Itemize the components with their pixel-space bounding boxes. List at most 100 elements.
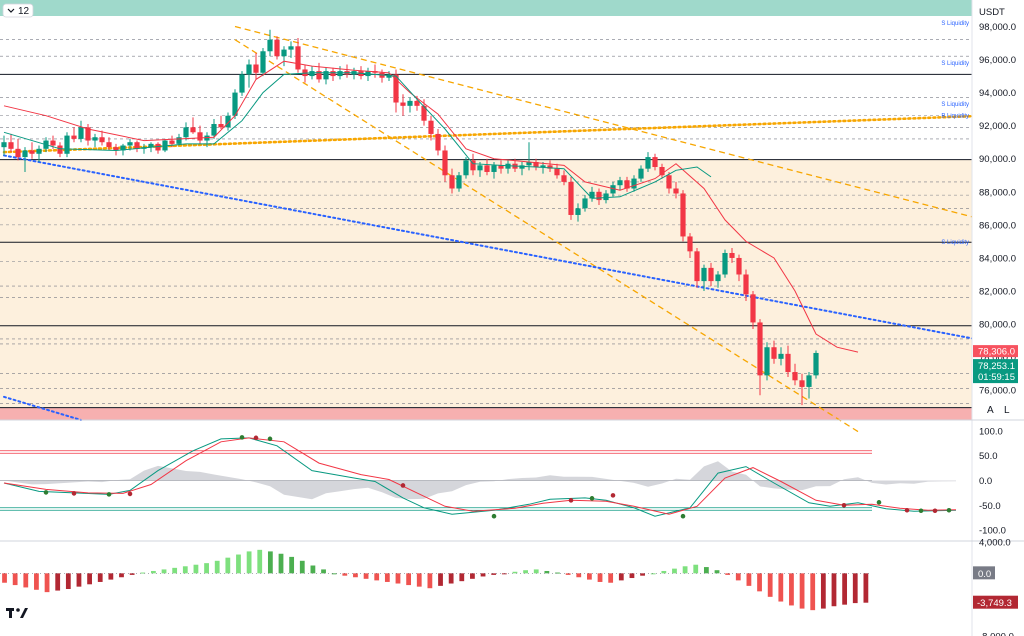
blue-dotted-trend-1 <box>3 395 82 421</box>
candle-body <box>386 74 392 78</box>
candle-body <box>750 294 756 323</box>
histogram-bar-5 <box>55 573 61 591</box>
histogram-last-tag <box>973 595 1018 609</box>
candle-body <box>659 167 665 176</box>
candle-body <box>120 145 126 151</box>
candle-body <box>631 178 637 189</box>
dashed-levels <box>0 39 972 404</box>
candle-78 <box>547 160 553 172</box>
price-tick-label: 88,000.0 <box>979 187 1016 198</box>
candle-3 <box>22 147 28 172</box>
price-pane[interactable]: S Liquidity S Liquidity S Liquidity B Liqui… <box>0 0 986 433</box>
cross-dot-10 <box>589 496 595 501</box>
candle-37 <box>260 47 266 77</box>
candle-body <box>582 198 588 209</box>
candle-12 <box>85 124 91 146</box>
candle-body <box>1 142 7 148</box>
price-tick-label: 76,000.0 <box>979 386 1016 397</box>
histogram-bar-77 <box>820 573 826 609</box>
ema-price-tag-text: 78,306.0 <box>978 347 1015 358</box>
cross-dot-2 <box>106 492 112 497</box>
candle-body <box>407 100 413 106</box>
candle-body <box>799 380 805 387</box>
candle-body <box>449 175 455 189</box>
candle-body <box>36 148 42 154</box>
oscillator-tick-label: -100.0 <box>979 526 1006 537</box>
histogram-bar-53 <box>565 573 571 575</box>
countdown-tag-text: 01:59:15 <box>978 372 1015 383</box>
candle-body <box>645 157 651 169</box>
candle-30 <box>211 119 217 139</box>
histogram-bar-9 <box>97 573 103 582</box>
candle-31 <box>218 115 224 129</box>
candle-body <box>813 352 819 376</box>
histogram-bar-65 <box>693 564 699 574</box>
candle-body <box>22 150 28 158</box>
auto-scale-button[interactable]: A <box>987 405 994 416</box>
histogram-bar-66 <box>703 567 709 574</box>
candle-body <box>603 193 609 201</box>
candle-50 <box>351 67 357 80</box>
candle-body <box>701 267 707 282</box>
ema-green-line <box>3 72 712 199</box>
histogram-bar-8 <box>87 573 92 585</box>
candle-81 <box>568 176 574 220</box>
interval-button[interactable]: 12 <box>2 3 34 18</box>
candle-body <box>232 92 238 116</box>
price-tick-label: 86,000.0 <box>979 220 1016 231</box>
candle-29 <box>204 132 210 148</box>
candle-95 <box>666 171 672 194</box>
histogram-bar-50 <box>533 569 539 574</box>
histogram-bar-49 <box>523 570 528 574</box>
range-zone-fill <box>0 159 972 408</box>
candle-body <box>85 127 91 141</box>
histogram-bar-46 <box>491 573 497 575</box>
candle-body <box>323 71 329 80</box>
price-axis[interactable]: 98,000.0 96,000.0 94,000.0 92,000.0 90,000.0… <box>979 22 1016 397</box>
candle-91 <box>638 165 644 182</box>
candle-body <box>190 127 196 133</box>
price-tick-label: 94,000.0 <box>979 88 1016 99</box>
candle-99 <box>694 248 700 288</box>
histogram-tick-label: 0.0 <box>978 569 991 580</box>
candle-body <box>330 71 336 77</box>
candle-82 <box>575 203 581 222</box>
candle-83 <box>582 195 588 212</box>
histogram-bar-10 <box>108 573 114 580</box>
candle-body <box>638 168 644 179</box>
histogram-bar-42 <box>448 573 454 584</box>
log-scale-button[interactable]: L <box>1004 405 1010 416</box>
candle-8 <box>57 142 63 158</box>
candle-body <box>771 347 777 359</box>
candle-49 <box>344 64 350 78</box>
ema-red-line <box>3 60 859 353</box>
histogram-bar-43 <box>459 573 465 582</box>
histogram-bar-29 <box>310 565 316 574</box>
candle-110 <box>771 340 777 364</box>
candle-101 <box>708 262 714 287</box>
candle-53 <box>372 64 378 78</box>
candle-19 <box>134 140 140 153</box>
candle-98 <box>687 233 693 258</box>
candle-body <box>743 274 749 295</box>
candle-body <box>687 236 693 252</box>
oscillator-tick-label: 0.0 <box>979 476 992 487</box>
candle-71 <box>498 160 504 174</box>
cross-dot-6 <box>267 436 273 442</box>
cross-dot-15 <box>904 507 910 513</box>
histogram-pane[interactable] <box>0 549 872 611</box>
candle-34 <box>239 71 245 96</box>
candle-body <box>785 353 791 373</box>
candle-61 <box>428 115 434 141</box>
histogram-bar-3 <box>34 573 39 590</box>
candle-33 <box>232 89 238 120</box>
candle-69 <box>484 158 490 176</box>
oscillator-pane[interactable] <box>0 435 957 519</box>
histogram-bar-79 <box>842 573 848 605</box>
cross-dot-18 <box>946 507 952 513</box>
candle-27 <box>190 117 196 134</box>
candle-47 <box>330 67 336 82</box>
candle-105 <box>736 254 742 282</box>
candle-39 <box>274 36 280 60</box>
